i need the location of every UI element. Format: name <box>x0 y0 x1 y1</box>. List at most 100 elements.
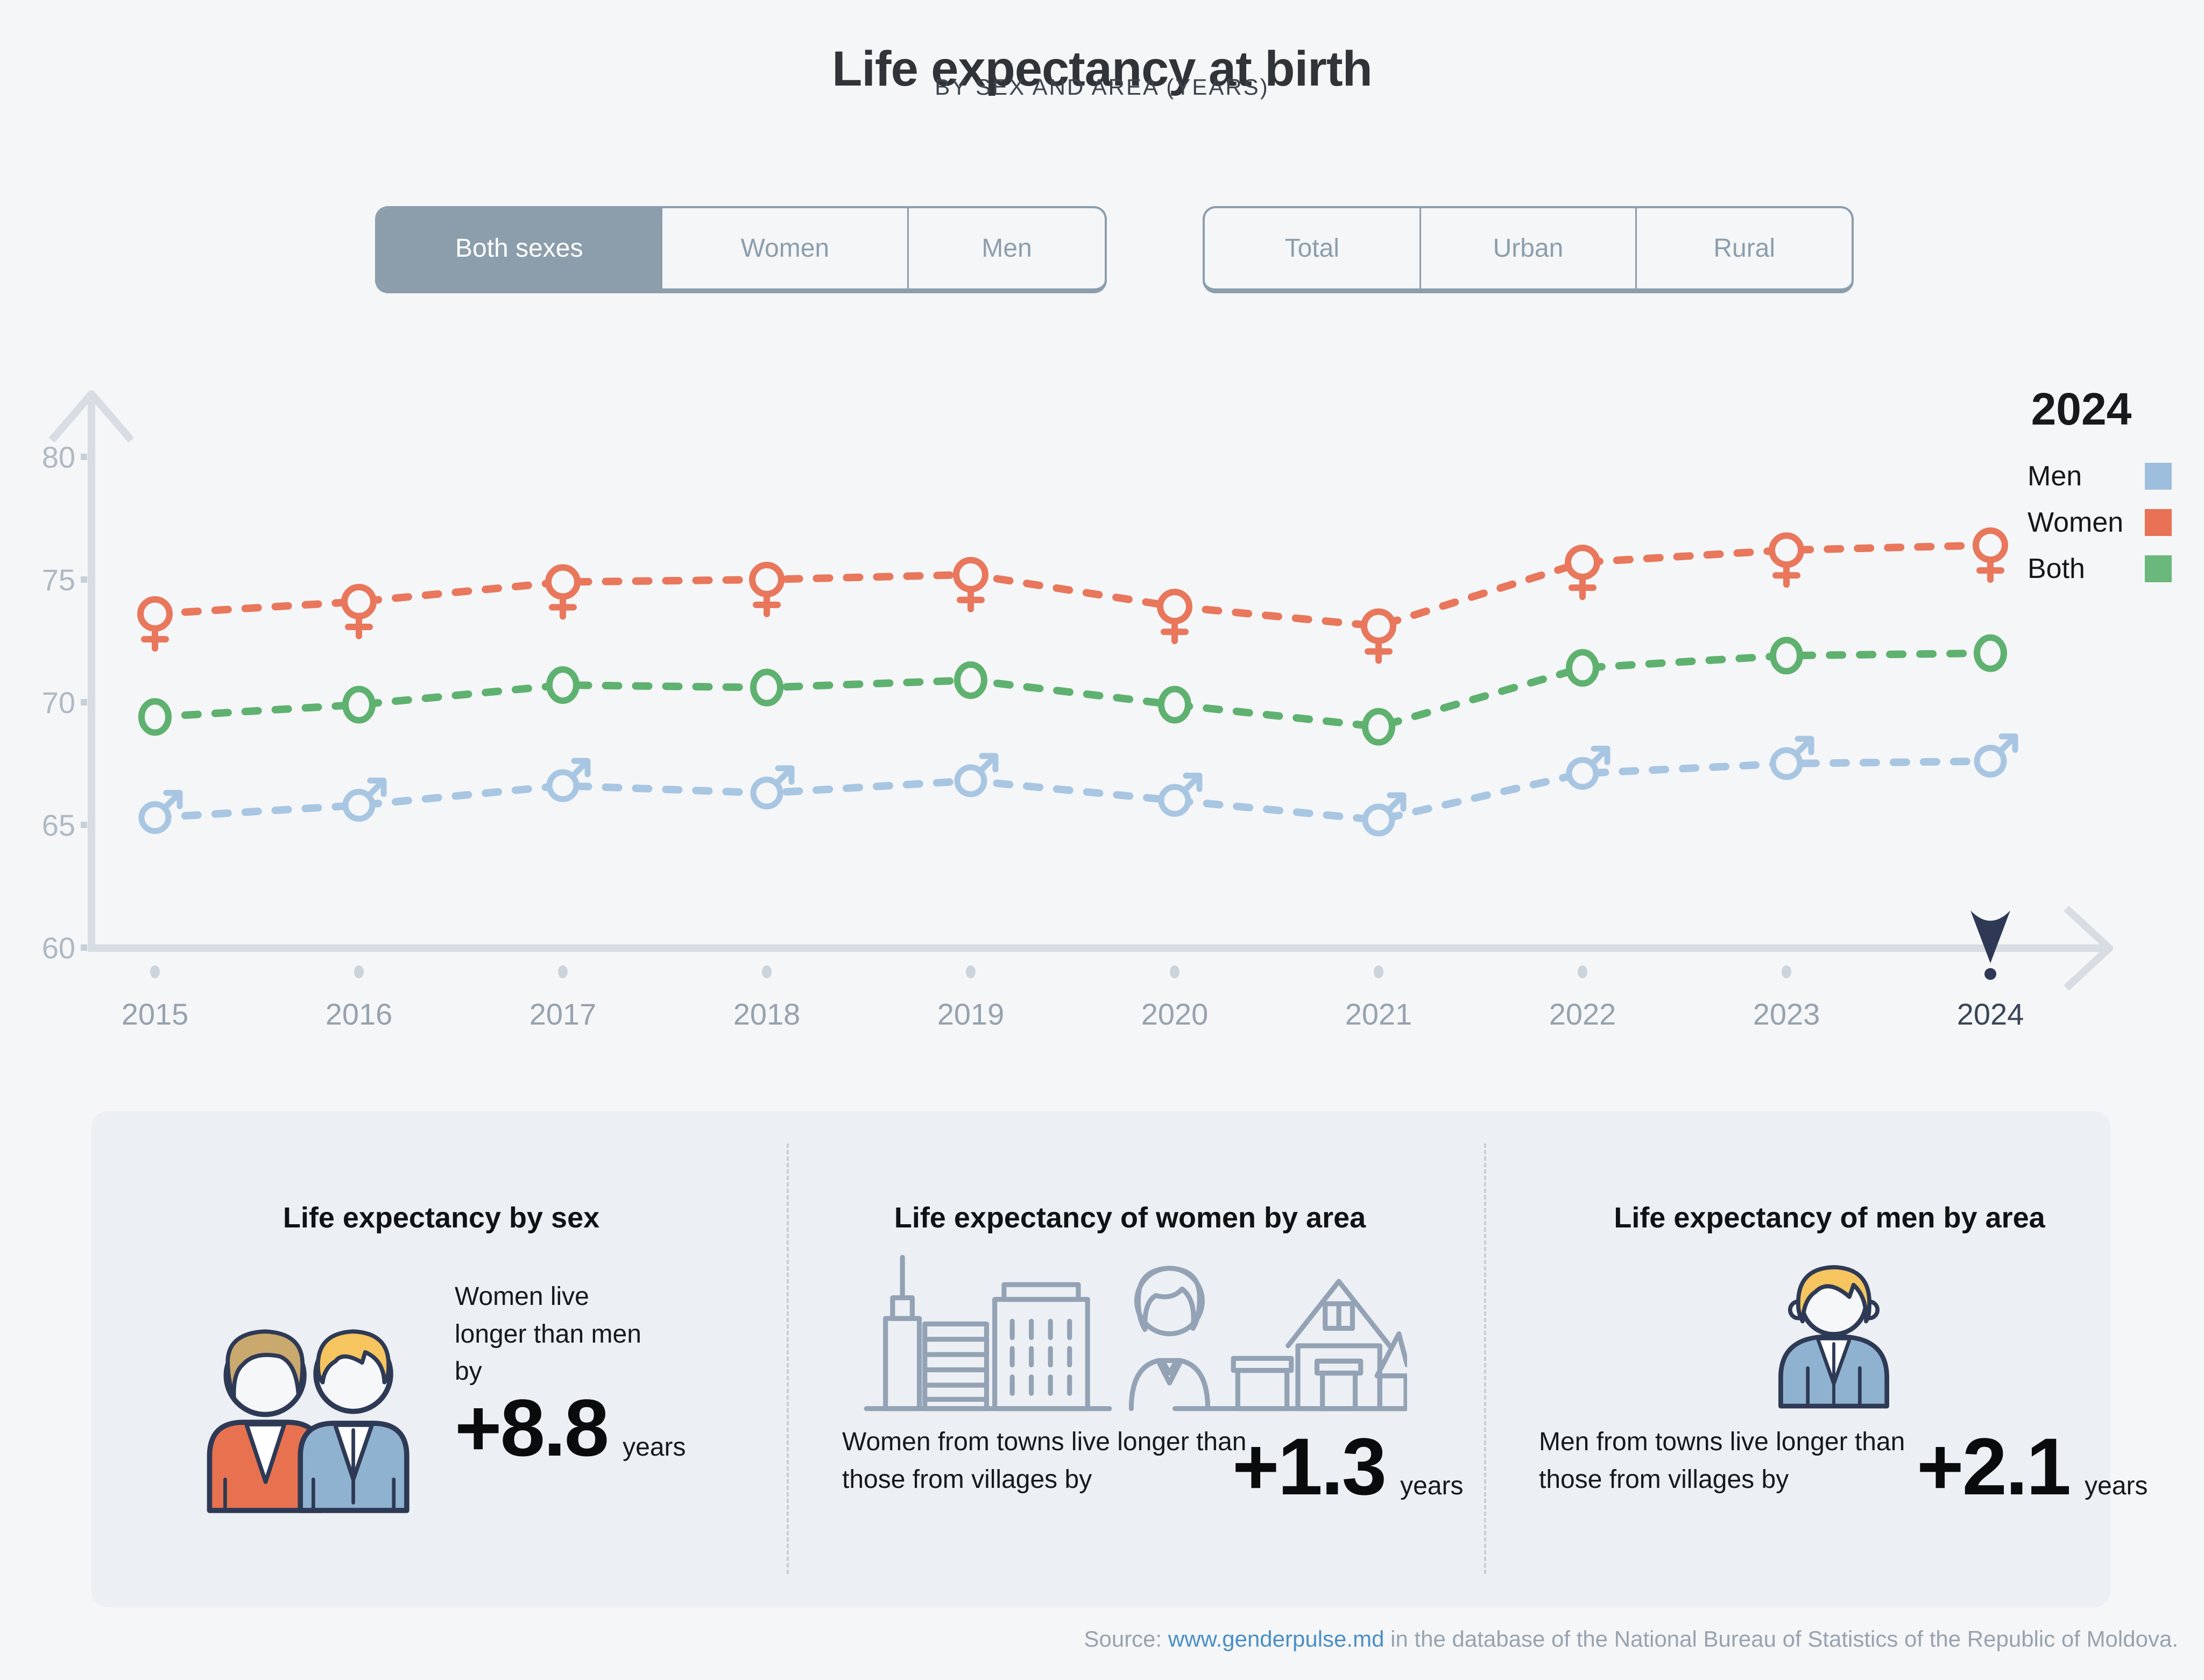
men-marker[interactable] <box>1158 783 1191 817</box>
male-icon <box>1183 772 1203 792</box>
x-axis-arrow <box>2064 905 2113 991</box>
male-icon <box>979 753 999 773</box>
male-icon <box>163 789 183 809</box>
stat-value: +1.3 <box>1232 1421 1387 1512</box>
stat-unit: years <box>623 1433 686 1462</box>
panel-divider <box>1484 1143 1486 1574</box>
y-tick-label: 75 <box>42 563 75 597</box>
male-icon <box>367 778 387 797</box>
male-icon <box>775 765 795 785</box>
year-dot <box>1170 965 1179 978</box>
women-marker[interactable] <box>749 562 785 597</box>
x-year-label: 2019 <box>937 997 1005 1031</box>
page-title: Life expectancy at birth <box>832 41 1373 96</box>
page-subtitle: BY SEX AND AREA (YEARS) <box>935 74 1269 100</box>
area-filter-option-urban[interactable]: Urban <box>1421 208 1637 288</box>
house-icon <box>1172 1279 1407 1411</box>
both-marker[interactable] <box>1362 708 1395 746</box>
card-title-women-area: Life expectancy of women by area <box>894 1202 1366 1234</box>
both-marker[interactable] <box>546 666 580 704</box>
both-marker[interactable] <box>1158 686 1191 724</box>
women-marker[interactable] <box>1565 545 1600 581</box>
both-marker[interactable] <box>1974 634 2007 672</box>
sex-filter-option-women[interactable]: Women <box>662 208 909 288</box>
card-title-by-sex: Life expectancy by sex <box>282 1202 600 1234</box>
woman-icon <box>1128 1266 1211 1411</box>
area-filter-group: Total Urban Rural <box>1203 206 1854 293</box>
stat-value: +2.1 <box>1917 1421 2071 1512</box>
women-marker[interactable] <box>545 564 581 600</box>
y-tick <box>81 944 87 951</box>
legend-item-women: Women <box>2028 506 2172 539</box>
women-line <box>151 541 1994 630</box>
life-expectancy-chart[interactable]: 80 75 70 65 60 2015 2016 2017 2018 2019 2020 2021 20… <box>0 350 2204 1076</box>
women-marker[interactable] <box>1769 532 1804 568</box>
women-marker[interactable] <box>1973 527 2008 563</box>
x-year-label: 2015 <box>122 997 189 1031</box>
area-filter-option-total[interactable]: Total <box>1205 208 1421 288</box>
selected-year-dot <box>1984 968 1996 980</box>
city-icon <box>864 1254 1112 1411</box>
male-icon <box>1998 733 2018 753</box>
y-tick-label: 60 <box>42 931 75 965</box>
women-marker[interactable] <box>1361 608 1396 644</box>
x-year-label: 2023 <box>1753 997 1820 1031</box>
both-marker[interactable] <box>750 668 783 707</box>
y-axis-arrow <box>48 390 135 443</box>
legend-label: Men <box>2028 461 2082 492</box>
city-woman-house-icon <box>864 1254 1407 1411</box>
year-dot <box>762 965 772 978</box>
both-marker[interactable] <box>1566 649 1599 687</box>
male-icon <box>571 758 591 778</box>
y-tick <box>81 822 87 828</box>
selected-year-pin[interactable] <box>1970 910 2010 963</box>
x-year-label: 2024 <box>1957 997 2024 1031</box>
legend-item-both: Both <box>2028 553 2172 585</box>
card-title-men-area: Life expectancy of men by area <box>1614 1202 2045 1234</box>
card-text-men-area: Men from towns live longer than those fr… <box>1539 1428 1905 1494</box>
source-line: Source: www.genderpulse.md in the databa… <box>1084 1626 2178 1652</box>
men-marker[interactable] <box>1974 744 2007 778</box>
both-marker[interactable] <box>954 661 987 699</box>
x-year-label: 2020 <box>1141 997 1209 1031</box>
legend-swatch <box>2145 509 2172 536</box>
male-icon <box>1387 792 1407 812</box>
year-dot <box>1374 965 1383 978</box>
men-marker[interactable] <box>1566 757 1599 790</box>
stat-unit: years <box>2085 1472 2148 1500</box>
chart-legend: 2024 Men Women Both <box>2028 383 2174 599</box>
men-marker[interactable] <box>138 801 172 834</box>
men-marker[interactable] <box>546 769 580 802</box>
men-marker[interactable] <box>954 764 987 797</box>
legend-swatch <box>2145 463 2172 490</box>
legend-label: Both <box>2028 553 2085 584</box>
source-link[interactable]: www.genderpulse.md <box>1168 1626 1384 1651</box>
area-filter-option-rural[interactable]: Rural <box>1713 234 1776 263</box>
women-marker[interactable] <box>137 596 173 632</box>
card-stat-women-area: +1.3 years <box>1232 1426 1464 1507</box>
year-dot <box>354 965 364 978</box>
sex-filter-option-both-sexes[interactable]: Both sexes <box>377 208 663 288</box>
card-stat-by-sex: +8.8 years <box>455 1387 686 1468</box>
men-marker[interactable] <box>342 789 376 822</box>
men-marker[interactable] <box>1362 803 1395 837</box>
both-marker[interactable] <box>1770 637 1803 675</box>
sex-filter-option-men[interactable]: Men <box>981 234 1032 263</box>
y-tick <box>81 454 87 460</box>
x-year-label: 2021 <box>1345 997 1412 1031</box>
y-tick <box>81 576 87 583</box>
legend-swatch <box>2145 555 2172 582</box>
men-marker[interactable] <box>750 777 783 810</box>
year-dot <box>1782 965 1791 978</box>
both-marker[interactable] <box>342 686 376 724</box>
women-marker[interactable] <box>341 584 377 620</box>
men-marker[interactable] <box>1770 747 1803 780</box>
year-dot <box>150 965 160 978</box>
women-marker[interactable] <box>1157 589 1192 625</box>
year-dot <box>558 965 568 978</box>
stat-value: +8.8 <box>455 1382 609 1473</box>
women-marker[interactable] <box>953 556 988 592</box>
both-marker[interactable] <box>138 698 172 736</box>
x-year-label: 2017 <box>529 997 597 1031</box>
